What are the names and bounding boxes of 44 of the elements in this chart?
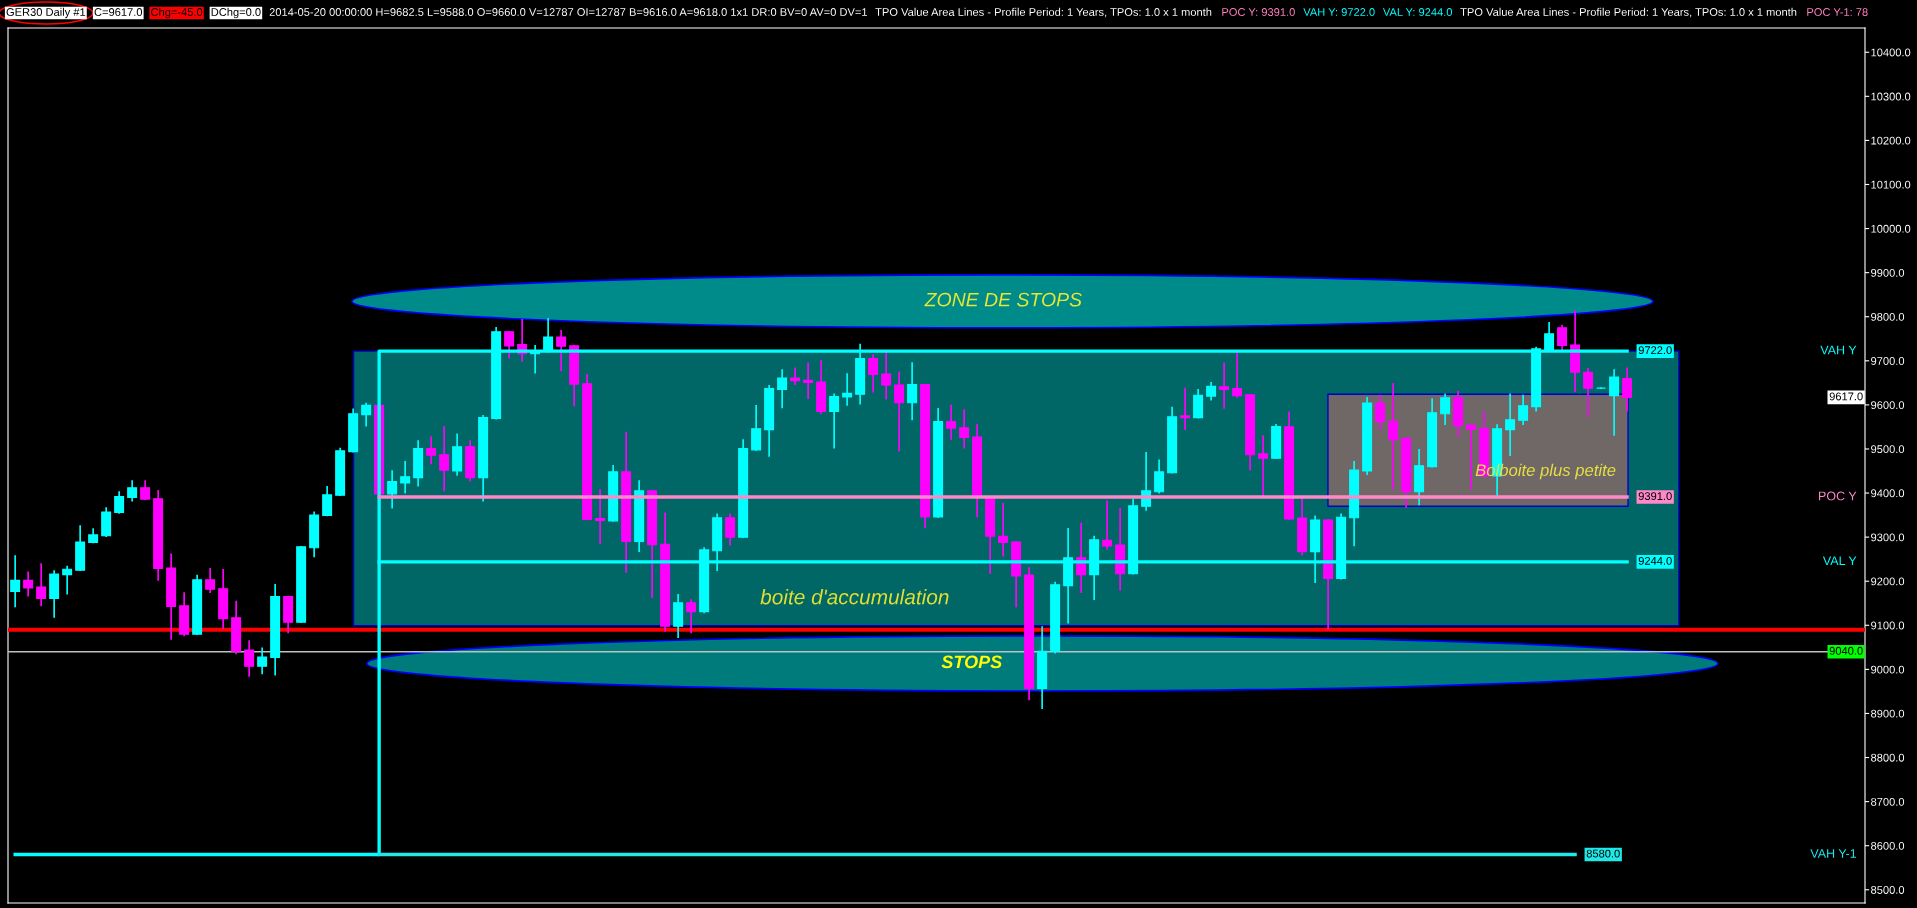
text: TPO Value Area Lines - Profile Period: 1 Years, TPOs: 1.0 x 1 month — [875, 7, 1212, 18]
ref-line-label: 9040.0 — [1829, 646, 1863, 655]
text: Chg=-45.0 — [151, 7, 203, 19]
text: POC Y: 9391.0 — [1222, 8, 1295, 16]
y-tick-label: 10400.0 — [1871, 48, 1911, 57]
text: VAL Y — [1822, 556, 1857, 566]
y-tick-label: 8700.0 — [1871, 797, 1905, 806]
annotation: STOPS — [941, 655, 1003, 669]
text: DChg=0.0 — [211, 7, 261, 19]
text: TPO Value Area Lines - Profile Period: 1 Years, TPOs: 1.0 x 1 month — [1460, 7, 1797, 18]
data-label: 9391.0 — [1638, 492, 1672, 500]
y-tick-label: 8600.0 — [1871, 841, 1905, 850]
y-tick-label: 9400.0 — [1871, 489, 1905, 498]
text: VAH Y: 9722.0 — [1303, 8, 1375, 16]
y-tick-label: 10100.0 — [1871, 180, 1911, 189]
text: GER30 Daily #1 — [6, 7, 86, 19]
y-tick-label: 10200.0 — [1871, 136, 1911, 145]
y-tick-label: 9500.0 — [1871, 445, 1905, 454]
y-tick-label: 9200.0 — [1871, 577, 1905, 586]
text: 2014-05-20 00:00:00 H=9682.5 L=9588.0 O=9660.0 V=12787 OI=12787 B=9616.0 A=9618.0 1x1 DR:0 BV=0 AV=0 DV=1 — [269, 8, 868, 16]
data-label: 9244.0 — [1638, 556, 1672, 565]
y-tick-label: 9000.0 — [1871, 665, 1905, 674]
y-tick-label: 10300.0 — [1871, 92, 1911, 101]
y-tick-label: 10000.0 — [1871, 224, 1911, 233]
text: VAH Y — [1820, 345, 1857, 355]
text: VAL Y: 9244.0 — [1382, 8, 1453, 16]
text: POC Y-1: 78 — [1807, 8, 1868, 16]
y-tick-label: 8900.0 — [1871, 709, 1905, 718]
y-tick-label: 9600.0 — [1871, 401, 1905, 410]
data-label: 8580.0 — [1586, 849, 1620, 858]
text: C=9617.0 — [94, 8, 143, 16]
y-tick-label: 9900.0 — [1871, 268, 1905, 277]
annotation: ZONE DE STOPS — [924, 292, 1082, 307]
y-tick-label: 9100.0 — [1871, 621, 1905, 630]
text: POC Y — [1819, 491, 1857, 501]
text: 9617.0 — [1829, 392, 1863, 401]
text: VAH Y-1 — [1810, 849, 1857, 858]
y-tick-label: 9700.0 — [1871, 357, 1905, 365]
y-tick-label: 8500.0 — [1871, 886, 1905, 894]
band-label: boite d'accumulation — [760, 589, 949, 605]
y-tick-label: 8800.0 — [1871, 753, 1905, 762]
y-tick-label: 9300.0 — [1871, 533, 1905, 542]
data-label: 9722.0 — [1638, 346, 1672, 355]
y-tick-label: 9800.0 — [1871, 313, 1905, 321]
